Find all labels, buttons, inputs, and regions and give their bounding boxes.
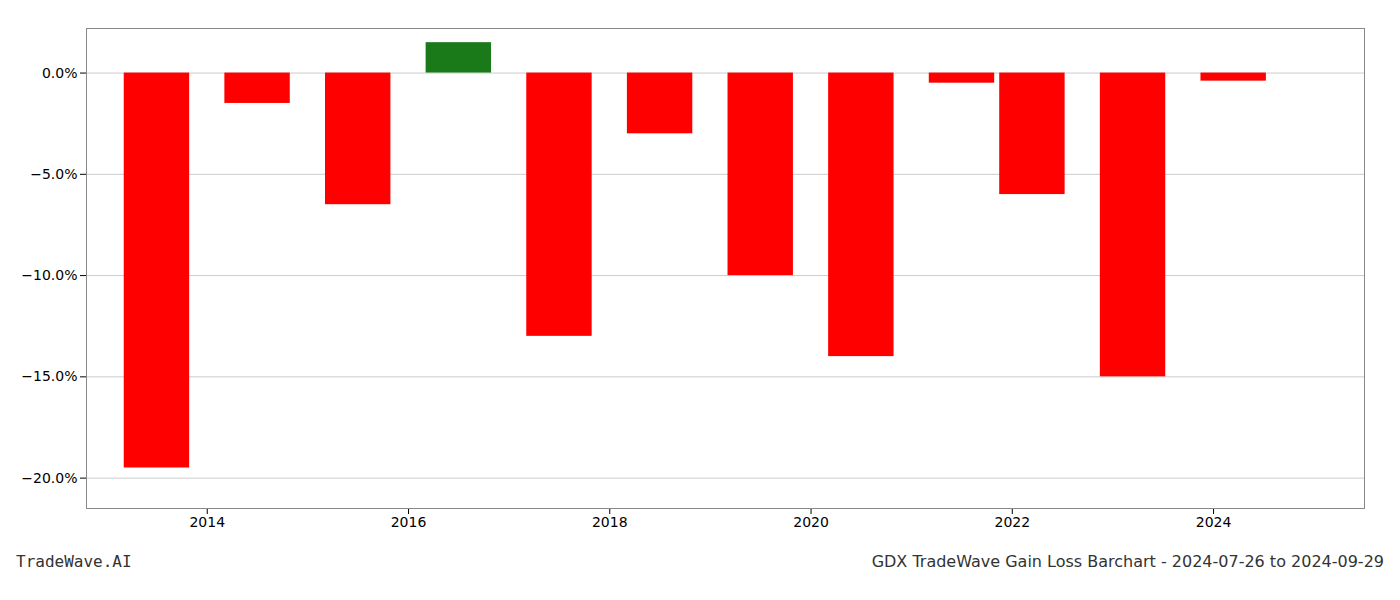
- html-text:GDX TradeWave Gain Loss Barcha: GDX TradeWave Gain Loss Barchart - 2024-…: [871, 552, 1384, 571]
- svg-text:−20.0%: −20.0%: [21, 470, 77, 486]
- svg-text:−5.0%: −5.0%: [30, 166, 77, 182]
- svg-text:2020: 2020: [793, 514, 829, 530]
- svg-text:−15.0%: −15.0%: [21, 368, 77, 384]
- svg-text:2018: 2018: [592, 514, 628, 530]
- svg-text:2024: 2024: [1196, 514, 1232, 530]
- svg-text:0.0%: 0.0%: [42, 65, 78, 81]
- svg-text:−10.0%: −10.0%: [21, 267, 77, 283]
- svg-text:2022: 2022: [994, 514, 1030, 530]
- svg-text:2014: 2014: [189, 514, 225, 530]
- svg-text:2016: 2016: [391, 514, 427, 530]
- html-text:TradeWave.AI: TradeWave.AI: [16, 552, 132, 571]
